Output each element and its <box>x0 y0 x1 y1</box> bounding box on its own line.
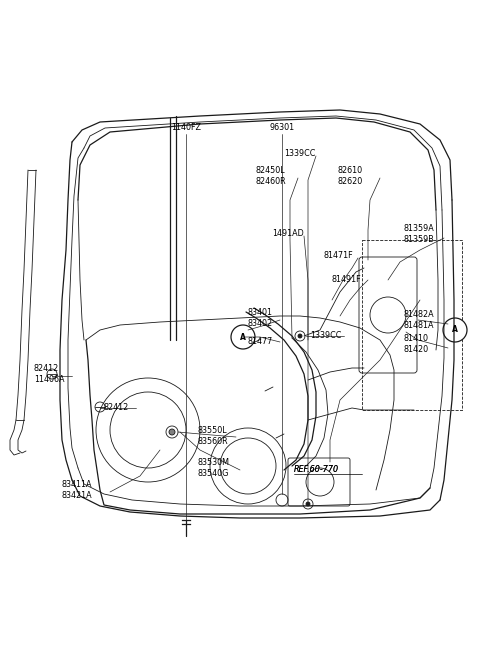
Text: 82412: 82412 <box>104 403 129 413</box>
Text: 1339CC: 1339CC <box>284 150 315 159</box>
Text: 81482A
81481A: 81482A 81481A <box>404 310 434 330</box>
Text: REF.60-770: REF.60-770 <box>294 466 339 474</box>
Text: 83401
83402: 83401 83402 <box>248 308 273 328</box>
Text: 83411A
83421A: 83411A 83421A <box>62 480 93 500</box>
Text: A: A <box>452 325 458 335</box>
Text: 1491AD: 1491AD <box>272 230 304 239</box>
Text: 81471F: 81471F <box>324 251 354 260</box>
Bar <box>362 240 462 410</box>
Circle shape <box>298 334 302 338</box>
Text: 1140FZ: 1140FZ <box>171 123 201 133</box>
Text: 81477: 81477 <box>248 337 273 346</box>
Text: 81410
81420: 81410 81420 <box>404 334 429 354</box>
Circle shape <box>306 502 310 506</box>
Text: 81491F: 81491F <box>332 276 361 285</box>
Text: 82450L
82460R: 82450L 82460R <box>256 166 287 186</box>
Circle shape <box>443 318 467 342</box>
Text: 96301: 96301 <box>269 123 295 133</box>
Text: 82412
11406A: 82412 11406A <box>34 364 64 384</box>
Text: 83530M
83540G: 83530M 83540G <box>198 458 230 478</box>
Text: A: A <box>240 333 246 342</box>
Circle shape <box>169 429 175 435</box>
Text: 81359A
81359B: 81359A 81359B <box>404 224 435 244</box>
Text: REF.60-770: REF.60-770 <box>294 466 339 474</box>
Circle shape <box>231 325 255 349</box>
Text: 83550L
83560R: 83550L 83560R <box>198 426 228 446</box>
Text: 1339CC: 1339CC <box>310 331 341 340</box>
Text: 82610
82620: 82610 82620 <box>338 166 363 186</box>
